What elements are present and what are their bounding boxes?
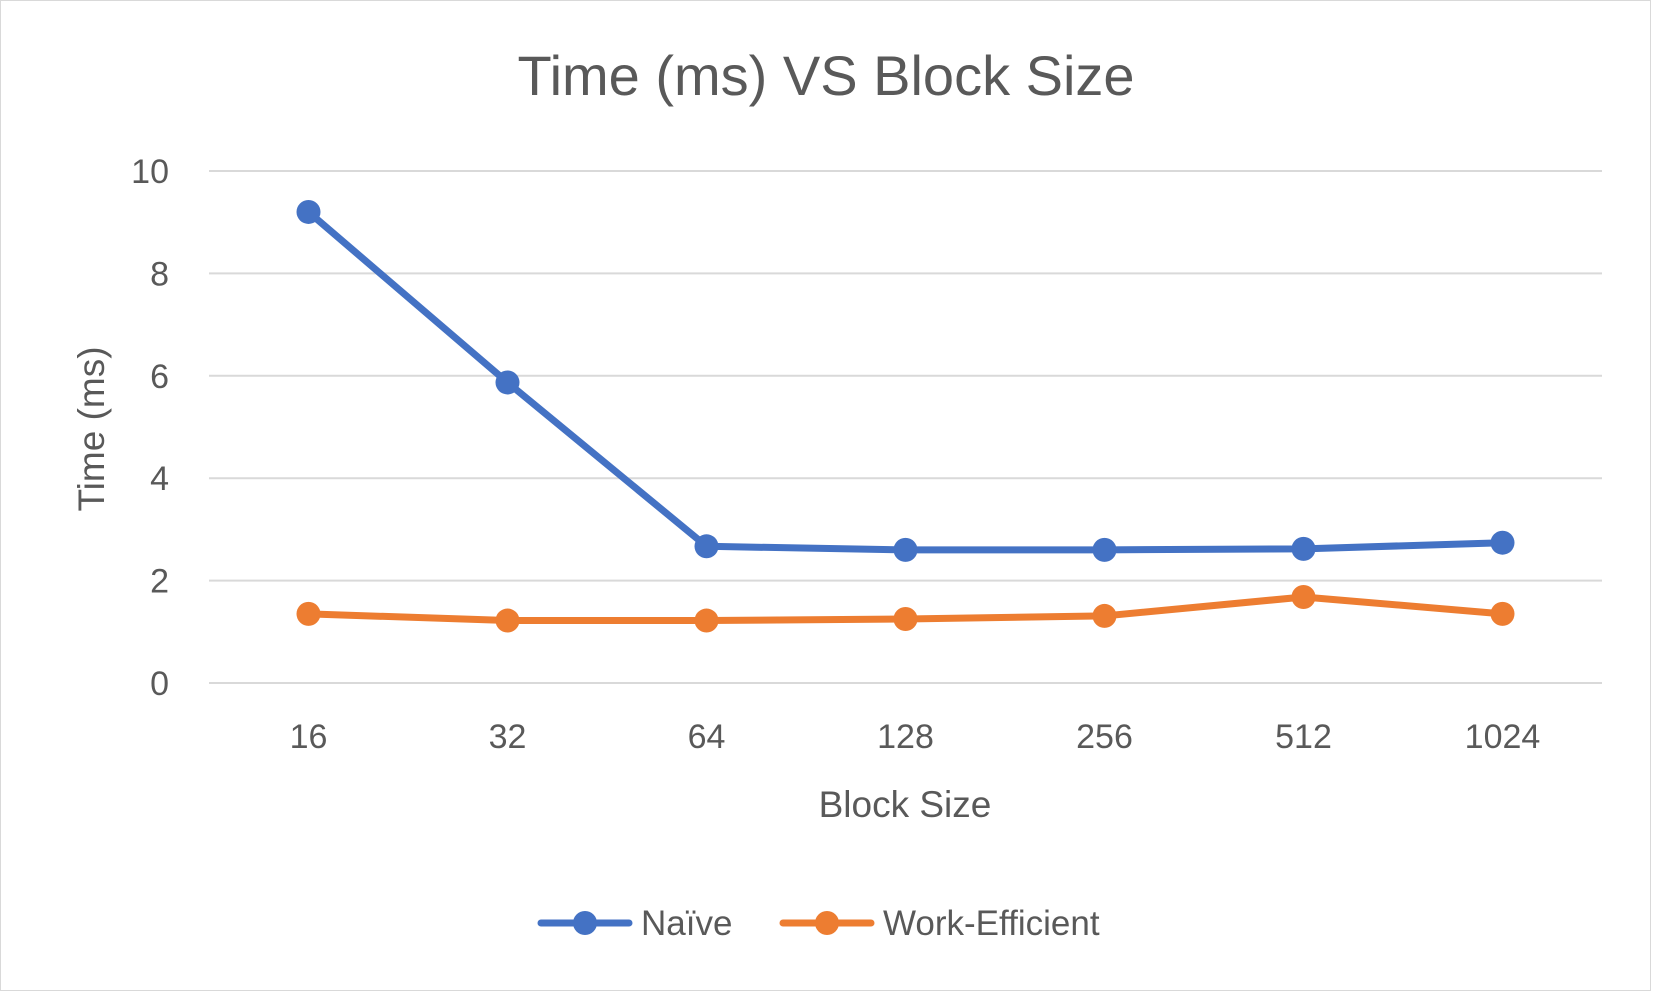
- x-tick-label: 64: [688, 718, 726, 756]
- y-tick-label: 6: [150, 358, 169, 396]
- data-point: [1092, 537, 1117, 562]
- data-point: [694, 608, 719, 633]
- y-tick-label: 4: [150, 460, 169, 498]
- legend-entry: Naïve: [537, 904, 732, 943]
- series-layer: [296, 199, 1515, 633]
- series-0: [296, 199, 1515, 562]
- series-line: [305, 208, 1506, 554]
- data-point: [495, 370, 520, 395]
- data-point: [893, 607, 918, 631]
- x-tick-label: 16: [290, 718, 328, 756]
- data-point: [893, 537, 918, 562]
- data-point: [296, 601, 321, 626]
- x-tick-label: 512: [1275, 718, 1332, 756]
- x-axis-label: Block Size: [819, 784, 992, 825]
- x-tick-label: 128: [877, 718, 934, 756]
- data-point: [1490, 601, 1515, 626]
- y-tick-label: 10: [131, 153, 169, 191]
- data-point: [1490, 530, 1515, 555]
- x-axis-ticks: 16 32 64 128 256 512 1024: [290, 718, 1541, 756]
- legend-label: Naïve: [641, 904, 732, 943]
- y-tick-label: 0: [150, 665, 169, 703]
- y-tick-label: 8: [150, 255, 169, 293]
- x-tick-label: 256: [1076, 718, 1133, 756]
- y-tick-label: 2: [150, 563, 169, 601]
- gridlines: [209, 170, 1602, 684]
- data-point: [1291, 584, 1316, 609]
- legend-entry: Work-Efficient: [779, 904, 1100, 943]
- x-tick-label: 1024: [1465, 718, 1541, 756]
- data-point: [495, 608, 520, 633]
- data-point: [1291, 536, 1316, 561]
- chart-title: Time (ms) VS Block Size: [517, 44, 1134, 107]
- data-point: [296, 199, 321, 224]
- legend: Naïve Work-Efficient: [537, 904, 1100, 943]
- y-axis-ticks: 0 2 4 6 8 10: [131, 153, 169, 703]
- x-tick-label: 32: [489, 718, 527, 756]
- series-1: [296, 584, 1515, 633]
- legend-swatch-marker: [815, 911, 839, 935]
- data-point: [694, 534, 719, 559]
- data-point: [1092, 603, 1117, 628]
- legend-swatch-marker: [573, 911, 597, 935]
- legend-label: Work-Efficient: [883, 904, 1100, 943]
- y-axis-label: Time (ms): [71, 346, 112, 511]
